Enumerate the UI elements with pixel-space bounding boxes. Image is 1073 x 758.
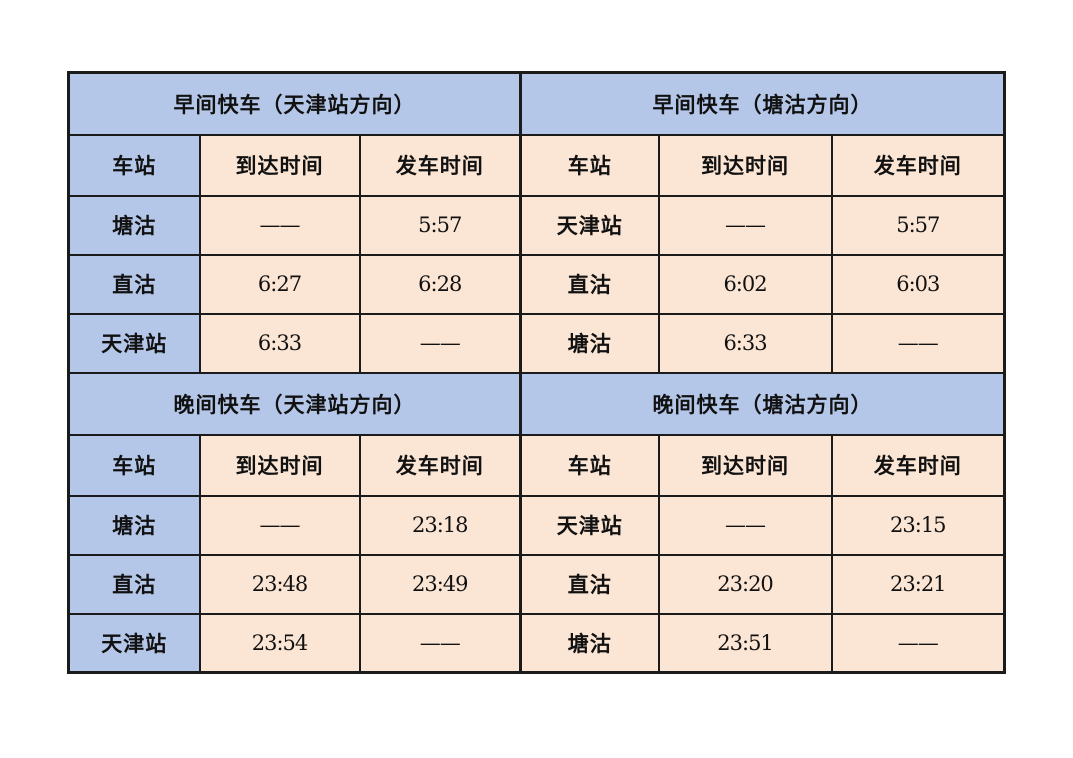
- departure-cell: 6:03: [830, 253, 1006, 315]
- station-cell: 塘沽: [67, 494, 201, 556]
- departure-cell: 23:18: [358, 494, 522, 556]
- station-cell: 塘沽: [519, 312, 660, 374]
- arrival-cell: 23:48: [198, 553, 361, 615]
- table-row: 天津站 6:33 —— 塘沽 6:33 ——: [67, 312, 1006, 374]
- evening-title-tanggu-direction: 晚间快车（塘沽方向）: [519, 371, 1006, 436]
- evening-title-row: 晚间快车（天津站方向） 晚间快车（塘沽方向）: [67, 371, 1006, 436]
- table-row: 天津站 23:54 —— 塘沽 23:51 ——: [67, 612, 1006, 674]
- departure-cell: 23:21: [830, 553, 1006, 615]
- station-cell: 天津站: [67, 312, 201, 374]
- column-header-station: 车站: [67, 133, 201, 197]
- arrival-cell: 23:54: [198, 612, 361, 674]
- station-cell: 塘沽: [519, 612, 660, 674]
- station-cell: 直沽: [519, 553, 660, 615]
- station-cell: 天津站: [519, 494, 660, 556]
- train-timetable: 早间快车（天津站方向） 早间快车（塘沽方向） 车站 到达时间 发车时间 车站 到…: [67, 71, 1007, 674]
- column-header-station: 车站: [519, 433, 660, 497]
- station-cell: 直沽: [67, 253, 201, 315]
- column-header-departure: 发车时间: [358, 433, 522, 497]
- departure-cell: 6:28: [358, 253, 522, 315]
- evening-title-tianjin-direction: 晚间快车（天津站方向）: [67, 371, 522, 436]
- table-row: 塘沽 —— 5:57 天津站 —— 5:57: [67, 194, 1006, 256]
- column-header-arrival: 到达时间: [198, 133, 361, 197]
- morning-title-row: 早间快车（天津站方向） 早间快车（塘沽方向）: [67, 71, 1006, 136]
- arrival-cell: 6:33: [198, 312, 361, 374]
- arrival-cell: ——: [657, 494, 833, 556]
- column-header-departure: 发车时间: [358, 133, 522, 197]
- morning-header-row: 车站 到达时间 发车时间 车站 到达时间 发车时间: [67, 133, 1006, 197]
- morning-title-tanggu-direction: 早间快车（塘沽方向）: [519, 71, 1006, 136]
- table-row: 直沽 6:27 6:28 直沽 6:02 6:03: [67, 253, 1006, 315]
- arrival-cell: ——: [198, 194, 361, 256]
- station-cell: 天津站: [519, 194, 660, 256]
- arrival-cell: ——: [657, 194, 833, 256]
- departure-cell: 5:57: [358, 194, 522, 256]
- column-header-departure: 发车时间: [830, 133, 1006, 197]
- departure-cell: 23:49: [358, 553, 522, 615]
- column-header-arrival: 到达时间: [198, 433, 361, 497]
- departure-cell: ——: [358, 312, 522, 374]
- arrival-cell: 23:51: [657, 612, 833, 674]
- station-cell: 直沽: [519, 253, 660, 315]
- arrival-cell: 6:27: [198, 253, 361, 315]
- departure-cell: 23:15: [830, 494, 1006, 556]
- arrival-cell: ——: [198, 494, 361, 556]
- arrival-cell: 6:02: [657, 253, 833, 315]
- column-header-station: 车站: [67, 433, 201, 497]
- morning-title-tianjin-direction: 早间快车（天津站方向）: [67, 71, 522, 136]
- column-header-departure: 发车时间: [830, 433, 1006, 497]
- departure-cell: ——: [830, 312, 1006, 374]
- station-cell: 塘沽: [67, 194, 201, 256]
- column-header-station: 车站: [519, 133, 660, 197]
- timetable-wrapper: 早间快车（天津站方向） 早间快车（塘沽方向） 车站 到达时间 发车时间 车站 到…: [67, 71, 1007, 674]
- departure-cell: ——: [358, 612, 522, 674]
- station-cell: 直沽: [67, 553, 201, 615]
- column-header-arrival: 到达时间: [657, 433, 833, 497]
- evening-header-row: 车站 到达时间 发车时间 车站 到达时间 发车时间: [67, 433, 1006, 497]
- table-row: 直沽 23:48 23:49 直沽 23:20 23:21: [67, 553, 1006, 615]
- departure-cell: 5:57: [830, 194, 1006, 256]
- column-header-arrival: 到达时间: [657, 133, 833, 197]
- arrival-cell: 6:33: [657, 312, 833, 374]
- station-cell: 天津站: [67, 612, 201, 674]
- departure-cell: ——: [830, 612, 1006, 674]
- arrival-cell: 23:20: [657, 553, 833, 615]
- table-row: 塘沽 —— 23:18 天津站 —— 23:15: [67, 494, 1006, 556]
